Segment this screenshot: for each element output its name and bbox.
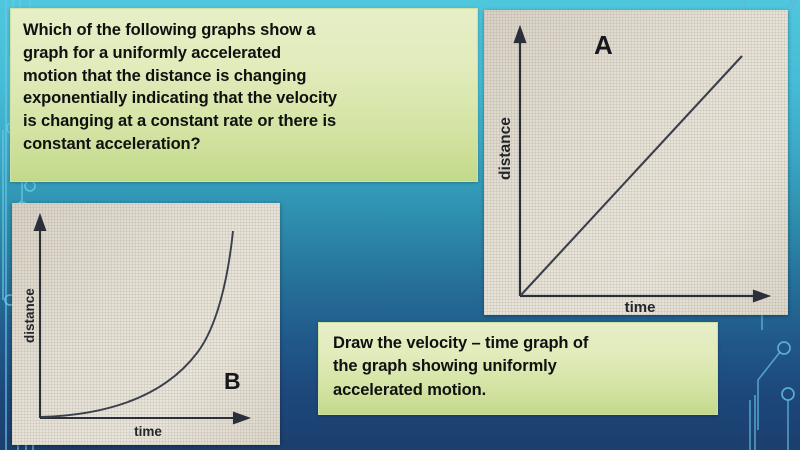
question-line-1: Which of the following graphs show a — [23, 21, 316, 39]
graph-b-data-curve — [40, 230, 234, 418]
graph-a-svg: distance time A — [497, 24, 772, 315]
graph-b-x-axis-label: time — [134, 424, 162, 439]
task-line-3: accelerated motion. — [333, 380, 487, 399]
graph-b-y-axis-label: distance — [22, 288, 37, 343]
graph-b-paper-texture — [12, 203, 280, 445]
graph-a-image: distance time A — [484, 10, 788, 315]
task-line-2: the graph showing uniformly — [333, 357, 557, 376]
question-line-4: exponentially indicating that the veloci… — [23, 89, 337, 108]
graph-a-data-line — [520, 55, 743, 296]
graph-a-x-axis-label: time — [625, 299, 656, 315]
graph-a-letter: A — [594, 30, 613, 60]
graph-a-y-axis — [513, 24, 527, 296]
graph-b-x-axis — [40, 411, 252, 425]
question-line-6: constant acceleration? — [23, 134, 201, 153]
graph-b-letter: B — [224, 368, 241, 394]
question-line-5: is changing at a constant rate or there … — [23, 112, 337, 131]
graph-a-y-axis-label: distance — [497, 117, 514, 180]
question-line-2: graph for a uniformly accelerated — [23, 43, 282, 62]
graph-b-svg: distance time B — [22, 212, 252, 439]
task-line-1: Draw the velocity – time graph of — [333, 334, 589, 352]
graph-a-x-axis — [520, 289, 772, 303]
question-line-3: motion that the distance is changing — [23, 66, 307, 85]
graph-b-y-axis — [33, 212, 47, 418]
task-text-box: Draw the velocity – time graph of the gr… — [318, 322, 718, 415]
graph-b-image: distance time B — [12, 203, 280, 445]
question-text-box: Which of the following graphs show a gra… — [10, 8, 478, 182]
